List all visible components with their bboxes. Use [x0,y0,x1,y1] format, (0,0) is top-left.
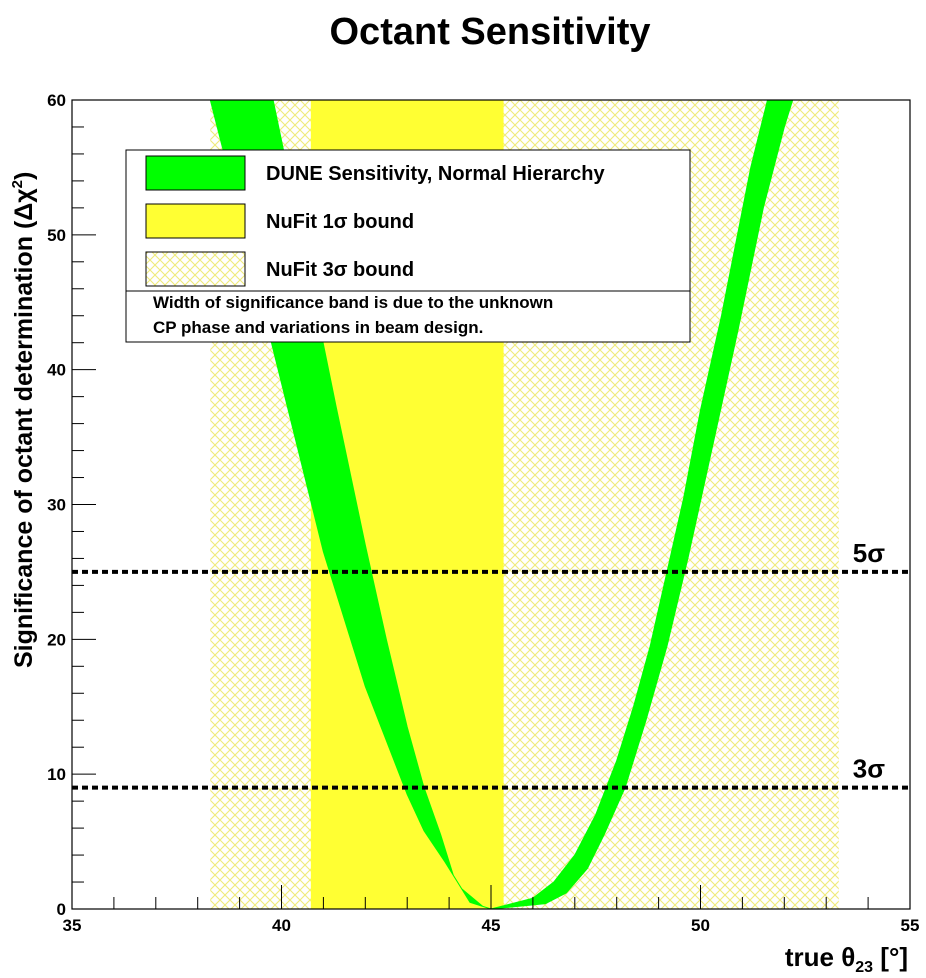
legend-label-dune: DUNE Sensitivity, Normal Hierarchy [266,163,606,185]
legend: DUNE Sensitivity, Normal Hierarchy NuFit… [125,149,691,343]
threshold-label-3sigma: 3σ [853,754,885,784]
x-tick-label: 35 [63,916,82,935]
y-tick-label: 60 [47,91,66,110]
x-tick-label: 40 [272,916,291,935]
legend-label-3sigma: NuFit 3σ bound [266,259,414,281]
x-tick-label: 50 [691,916,710,935]
legend-swatch-3sigma [145,251,246,287]
y-tick-label: 50 [47,226,66,245]
y-tick-label: 20 [47,630,66,649]
chart-title: Octant Sensitivity [330,11,651,53]
y-tick-label: 40 [47,361,66,380]
x-tick-label: 45 [482,916,501,935]
legend-note-line-1: Width of significance band is due to the… [153,293,553,312]
legend-swatch-dune [145,155,246,191]
legend-note-line-2: CP phase and variations in beam design. [153,318,483,337]
legend-label-1sigma: NuFit 1σ bound [266,211,414,233]
y-tick-label: 0 [57,900,66,919]
y-tick-label: 10 [47,765,66,784]
x-tick-label: 55 [901,916,920,935]
x-axis-title: true θ23 [°] [785,942,908,976]
y-axis-title: Significance of octant determination (Δχ… [9,172,38,668]
threshold-label-5sigma: 5σ [853,538,885,568]
y-tick-label: 30 [47,496,66,515]
legend-swatch-1sigma [145,203,246,239]
